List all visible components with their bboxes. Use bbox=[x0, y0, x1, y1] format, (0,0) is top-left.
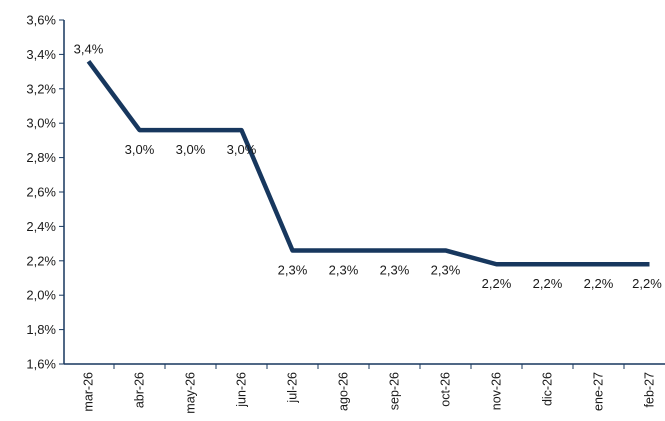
x-tick-label: dic-26 bbox=[541, 372, 555, 406]
y-tick-label: 3,6% bbox=[26, 13, 56, 28]
data-label: 3,0% bbox=[227, 142, 257, 157]
x-tick-label: sep-26 bbox=[388, 372, 402, 410]
y-tick-label: 3,0% bbox=[26, 116, 56, 131]
x-tick-label: may-26 bbox=[184, 372, 198, 414]
x-tick-label: jun-26 bbox=[235, 372, 249, 408]
data-label: 2,3% bbox=[431, 262, 461, 277]
series-line bbox=[86, 59, 650, 267]
y-tick-label: 2,8% bbox=[26, 150, 56, 165]
x-tick-label: ago-26 bbox=[337, 372, 351, 411]
y-tick-label: 1,8% bbox=[26, 322, 56, 337]
y-tick-label: 1,6% bbox=[26, 357, 56, 372]
y-axis: 1,6% 1,8% 2,0% 2,2% 2,4% 2,6% 2,8% 3,0% 3,2% 3,4%… bbox=[26, 13, 65, 372]
data-label: 3,4% bbox=[74, 41, 104, 56]
data-label: 2,3% bbox=[329, 262, 359, 277]
x-tick-label: oct-26 bbox=[439, 372, 453, 407]
x-tick-label: ene-27 bbox=[592, 372, 606, 411]
y-tick-label: 2,4% bbox=[26, 219, 56, 234]
x-axis: mar-26 abr-26 may-26 jun-26 jul-26 ago-26 sep-… bbox=[64, 363, 665, 414]
series bbox=[86, 59, 650, 267]
y-tick-label: 3,2% bbox=[26, 81, 56, 96]
data-label: 2,2% bbox=[533, 276, 563, 291]
data-label: 2,2% bbox=[482, 276, 512, 291]
data-label: 2,2% bbox=[584, 276, 614, 291]
x-tick-label: feb-27 bbox=[643, 372, 657, 407]
data-label: 3,0% bbox=[125, 142, 155, 157]
data-labels: 3,4% 3,0% 3,0% 3,0% 2,3% 2,3% 2,3% 2,3% 2,2% 2,2%… bbox=[74, 41, 663, 291]
data-label: 3,0% bbox=[176, 142, 206, 157]
y-tick-label: 2,2% bbox=[26, 253, 56, 268]
data-label: 2,3% bbox=[380, 262, 410, 277]
x-tick-label: nov-26 bbox=[490, 372, 504, 410]
y-tick-label: 3,4% bbox=[26, 47, 56, 62]
x-tick-label: abr-26 bbox=[133, 372, 147, 408]
x-tick-label: mar-26 bbox=[82, 372, 96, 412]
x-tick-label: jul-26 bbox=[286, 372, 300, 404]
y-tick-label: 2,6% bbox=[26, 185, 56, 200]
data-label: 2,3% bbox=[278, 262, 308, 277]
y-tick-label: 2,0% bbox=[26, 288, 56, 303]
data-label: 2,2% bbox=[632, 276, 662, 291]
